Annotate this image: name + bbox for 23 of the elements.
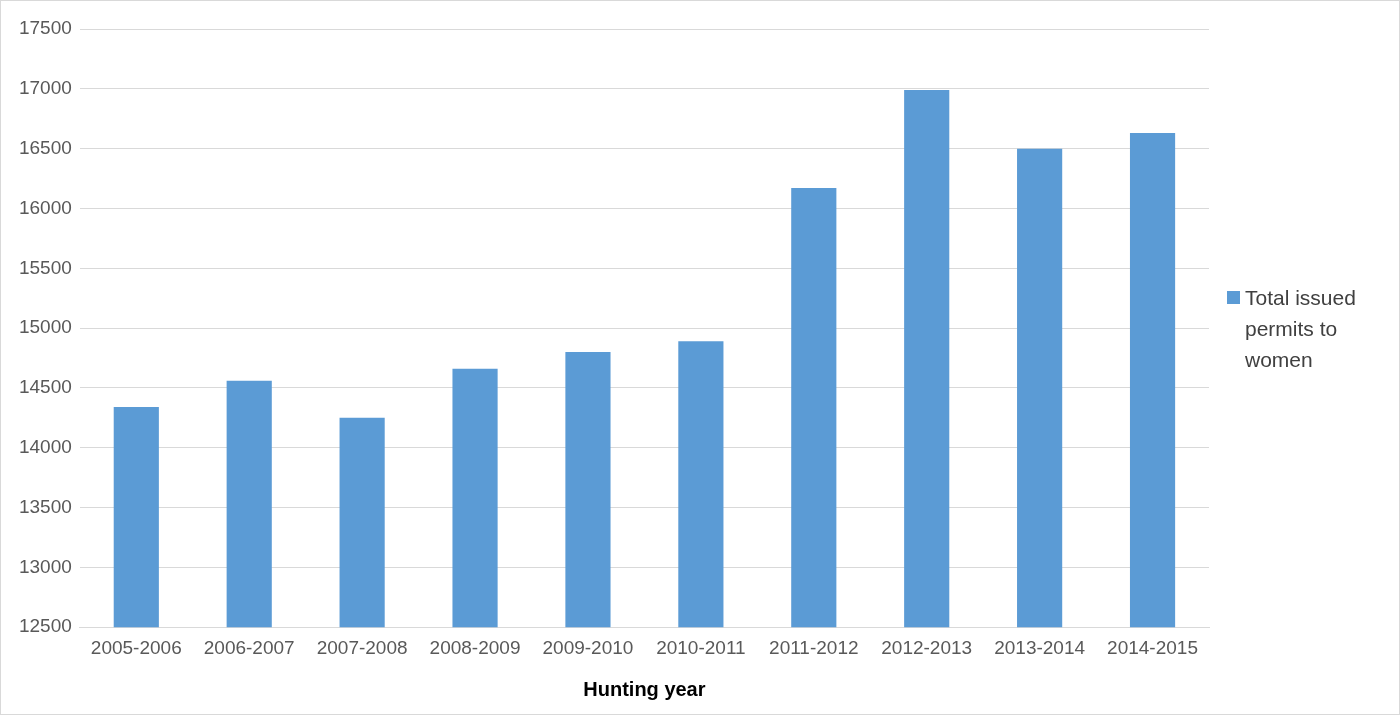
x-tick-label: 2010-2011 — [656, 636, 746, 658]
x-tick-label: 2014-2015 — [1107, 636, 1198, 658]
y-tick-label: 15500 — [18, 256, 72, 278]
x-tick-label: 2007-2008 — [316, 636, 408, 658]
y-tick-label: 17500 — [18, 17, 72, 39]
y-tick-label: 16500 — [18, 136, 72, 158]
y-tick-label: 15000 — [18, 316, 72, 338]
y-tick-label: 16000 — [18, 196, 72, 218]
x-tick-label: 2009-2010 — [542, 636, 634, 658]
y-tick-label: 14500 — [18, 376, 72, 398]
x-tick-label: 2012-2013 — [881, 636, 973, 658]
x-tick-label: 2006-2007 — [203, 636, 295, 658]
y-tick-label: 14000 — [18, 435, 72, 457]
y-tick-label: 13000 — [18, 555, 72, 577]
x-tick-label: 2013-2014 — [994, 636, 1086, 658]
legend-label: Total issued permits to women — [1245, 284, 1357, 373]
x-tick-label: 2011-2012 — [769, 636, 859, 658]
x-tick-label: 2008-2009 — [429, 636, 521, 658]
x-tick-label: 2005-2006 — [90, 636, 182, 658]
y-tick-label: 17000 — [18, 77, 72, 99]
y-tick-label: 13500 — [18, 495, 72, 517]
x-axis-title: Hunting year — [583, 677, 706, 700]
y-tick-label: 12500 — [18, 615, 72, 637]
